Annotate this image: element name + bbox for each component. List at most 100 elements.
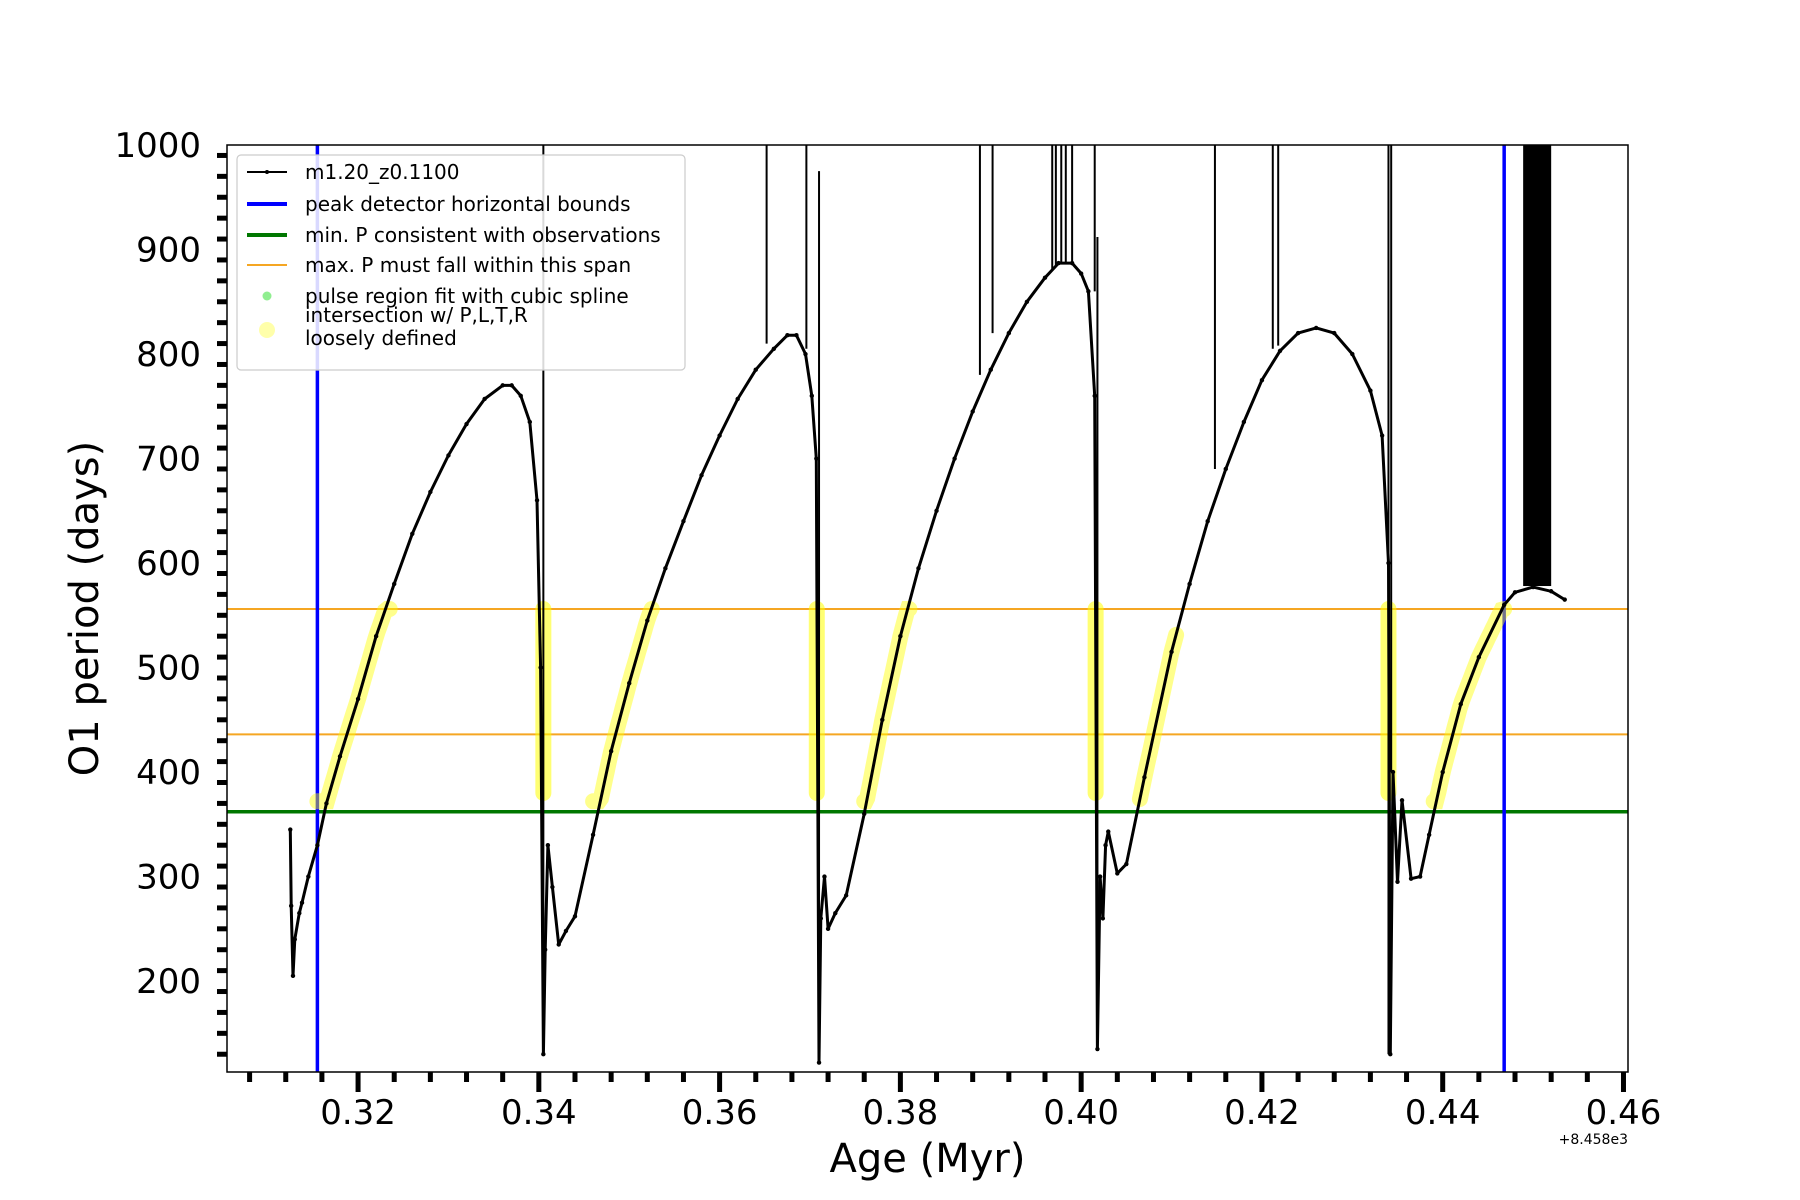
series-point (428, 489, 433, 495)
x-tick-label: 0.34 (501, 1093, 577, 1133)
series-point (952, 456, 957, 461)
ticks-layer: 200 300 400 500 600 700 800 900 1000 0.32 0.34 0.36… (114, 126, 1661, 1133)
series-point (1205, 519, 1210, 524)
y-tick-label: 400 (136, 753, 201, 793)
series-point (1056, 260, 1061, 266)
legend-label: loosely defined (305, 326, 457, 350)
legend-handle-marker (265, 170, 269, 174)
series-point (627, 681, 632, 686)
series-point (1399, 798, 1405, 803)
series-point (898, 633, 903, 639)
legend-label: peak detector horizontal bounds (305, 192, 631, 216)
series-point (288, 827, 293, 832)
series-point (1187, 581, 1192, 587)
series-point (1548, 589, 1554, 594)
series-point (816, 1060, 822, 1065)
y-axis-title: O1 period (days) (62, 441, 108, 776)
series-point (464, 421, 469, 427)
series-point (297, 910, 302, 916)
series-point (534, 498, 540, 503)
series-point (482, 396, 487, 402)
legend-label: max. P must fall within this span (305, 253, 631, 277)
series-point (324, 801, 329, 806)
series-point (1086, 289, 1091, 294)
series-point (735, 396, 740, 402)
series-point (306, 874, 311, 879)
series-point (1408, 876, 1414, 881)
series-point (1042, 275, 1048, 280)
series-point (1100, 916, 1106, 921)
x-tick-label: 0.44 (1405, 1093, 1481, 1133)
y-tick-label: 200 (136, 962, 201, 1002)
y-tick-label: 600 (136, 544, 201, 584)
series-point (556, 942, 561, 947)
series-point (337, 754, 343, 759)
series-point (1078, 271, 1084, 276)
series-point (825, 926, 831, 932)
series-point (814, 456, 819, 461)
series-point (545, 843, 551, 848)
series-point (880, 717, 885, 723)
series-point (663, 566, 668, 571)
y-tick-label: 500 (136, 649, 201, 689)
x-tick-label: 0.36 (682, 1093, 758, 1133)
y-tick-label: 300 (136, 858, 201, 898)
series-point (843, 893, 849, 898)
legend-label: min. P consistent with observations (305, 223, 661, 247)
series-point (794, 333, 799, 338)
series-line (288, 261, 1566, 1065)
series-point (1332, 330, 1337, 336)
series-point (509, 383, 514, 388)
series-point (988, 367, 993, 372)
x-tick-label: 0.38 (863, 1093, 939, 1133)
series-point (822, 874, 827, 879)
series-point (1386, 560, 1391, 566)
series-point (1223, 466, 1228, 472)
series-point (934, 508, 939, 513)
x-tick-label: 0.40 (1043, 1093, 1119, 1133)
series-point (1390, 769, 1396, 775)
series-point (373, 633, 379, 639)
series-point (572, 914, 578, 919)
series-point (292, 937, 297, 942)
series-point (518, 393, 523, 399)
series-point (771, 346, 777, 351)
series-point (410, 531, 415, 536)
series-point (1024, 299, 1030, 304)
series-point (355, 696, 361, 702)
legend-box (236, 154, 686, 371)
x-axis-offset-label: +8.458e3 (1559, 1132, 1628, 1148)
series-point (1106, 829, 1111, 834)
series-point (1476, 654, 1482, 660)
series-point (550, 884, 555, 890)
series-point (590, 832, 596, 837)
series-point (1388, 1052, 1393, 1057)
plot-frame (226, 144, 1629, 1073)
series-point (1295, 330, 1301, 336)
series-point (1379, 433, 1385, 438)
legend-handle-dot (259, 322, 275, 338)
series-point (970, 409, 975, 414)
series-layer (288, 145, 1567, 1065)
series-point (608, 748, 614, 754)
x-tick-label: 0.46 (1586, 1093, 1662, 1133)
series-point (1095, 1046, 1100, 1052)
series-point (1259, 377, 1265, 383)
series-point (527, 419, 532, 425)
y-tick-label: 1000 (114, 126, 201, 166)
series-point (538, 665, 543, 670)
series-point (1562, 597, 1567, 602)
series-point (916, 566, 921, 571)
series-point (1097, 874, 1103, 879)
series-point (681, 519, 686, 524)
series-point (809, 393, 815, 399)
legend-label: pulse region fit with cubic spline (305, 284, 629, 308)
series-point (1458, 701, 1463, 707)
series-point (717, 433, 722, 438)
series-point (1124, 861, 1129, 867)
series-point (1006, 330, 1012, 336)
series-point (1368, 388, 1373, 393)
series-point (1115, 871, 1120, 876)
